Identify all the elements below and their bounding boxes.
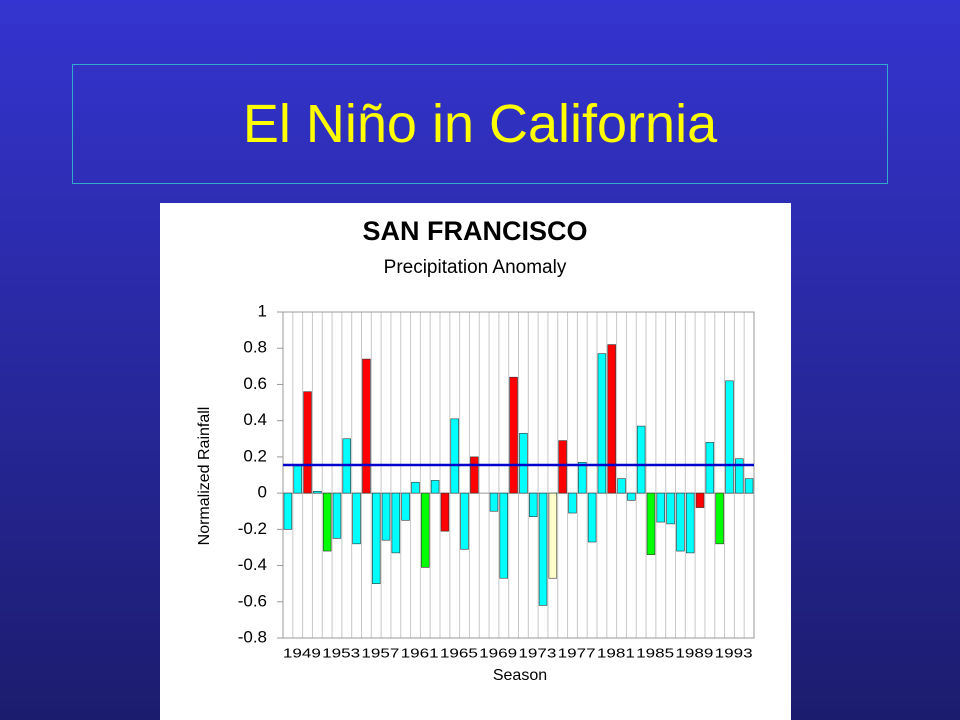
bar: [450, 418, 459, 494]
bar: [293, 465, 302, 494]
bar: [283, 492, 293, 530]
bar: [735, 458, 744, 494]
y-tick-label: -0.8: [238, 627, 267, 646]
x-tick-label: 1993: [715, 645, 753, 660]
bar: [548, 492, 558, 579]
bar: [538, 492, 548, 606]
bar: [607, 344, 616, 494]
bar: [470, 456, 479, 494]
y-tick-label: 1: [258, 301, 267, 320]
bar: [666, 492, 675, 525]
y-tick-label: 0.2: [243, 446, 267, 465]
y-tick-label: 0: [258, 483, 267, 502]
chart: SAN FRANCISCO Precipitation Anomaly Seas…: [160, 203, 791, 720]
bar: [627, 492, 636, 501]
y-axis-label: Normalized Rainfall: [196, 407, 213, 546]
bar: [695, 492, 705, 508]
bar: [617, 478, 626, 494]
y-tick-label: 0.6: [243, 374, 267, 393]
x-tick-label: 1981: [597, 645, 635, 660]
bar: [528, 492, 538, 517]
x-tick-label: 1961: [401, 645, 439, 660]
bar: [558, 440, 567, 494]
bar: [391, 492, 401, 554]
bar: [636, 425, 646, 494]
bar: [676, 492, 685, 552]
x-tick-label: 1965: [440, 645, 478, 660]
bar: [489, 492, 499, 512]
bar: [430, 480, 440, 494]
bar: [332, 492, 342, 539]
y-tick-label: 0.8: [243, 338, 267, 357]
bar: [744, 478, 754, 494]
y-tick-label: -0.2: [238, 519, 267, 538]
x-tick-label: 1989: [675, 645, 713, 660]
bar: [597, 353, 607, 494]
bar: [685, 492, 695, 554]
bar: [352, 492, 361, 545]
bar: [401, 492, 410, 521]
x-tick-label: 1953: [322, 645, 360, 660]
bar: [705, 442, 715, 494]
bar: [303, 391, 312, 494]
bar: [656, 492, 666, 523]
x-tick-label: 1949: [283, 645, 321, 660]
y-tick-label: -0.6: [238, 591, 267, 610]
y-tick-label: 0.4: [243, 410, 267, 429]
x-tick-label: 1977: [558, 645, 596, 660]
bar: [725, 380, 734, 494]
bar: [421, 492, 430, 568]
bar: [646, 492, 656, 555]
bar: [313, 490, 322, 494]
bar: [578, 462, 587, 494]
chart-title: SAN FRANCISCO: [362, 216, 587, 246]
bar: [381, 492, 391, 541]
bar: [371, 492, 381, 584]
bar: [460, 492, 469, 550]
y-tick-label: -0.4: [238, 555, 267, 574]
bar: [362, 358, 371, 494]
bar: [440, 492, 450, 532]
plot-frame: [282, 311, 755, 639]
bar: [519, 433, 528, 494]
bar: [322, 492, 332, 552]
bar: [715, 492, 724, 545]
x-tick-label: 1969: [479, 645, 517, 660]
bar: [411, 481, 420, 494]
bar: [568, 492, 577, 514]
x-tick-label: 1985: [636, 645, 674, 660]
bar: [587, 492, 597, 543]
x-tick-label: 1973: [518, 645, 556, 660]
bar: [499, 492, 509, 579]
x-axis-label: Season: [493, 667, 547, 684]
bar: [509, 376, 518, 494]
x-tick-label: 1957: [361, 645, 399, 660]
chart-subtitle: Precipitation Anomaly: [384, 257, 567, 278]
slide-title: El Niño in California: [72, 64, 888, 184]
